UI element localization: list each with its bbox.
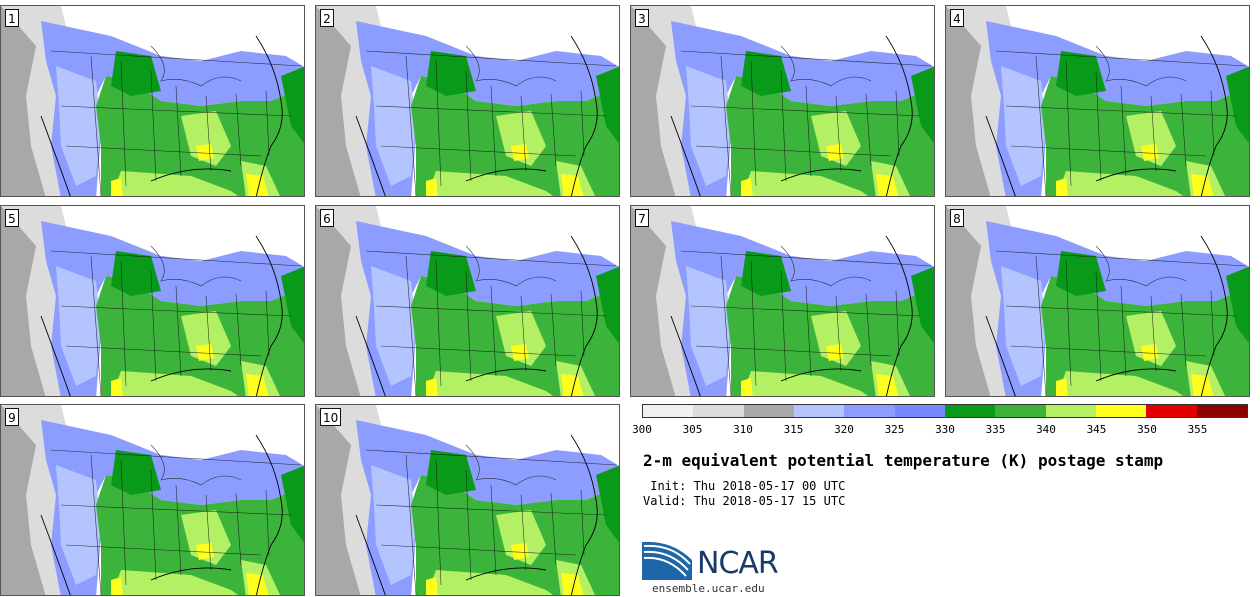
member-number-label: 5: [5, 209, 19, 227]
ensemble-member-panel-7: 7: [630, 205, 935, 397]
legend-tick-label: 340: [1036, 423, 1056, 436]
ncar-logo-icon: [642, 541, 692, 580]
color-scale-bar: [642, 404, 1248, 418]
ensemble-member-panel-8: 8: [945, 205, 1250, 397]
ensemble-member-panel-4: 4: [945, 5, 1250, 197]
legend-tick-label: 315: [783, 423, 804, 436]
member-number-label: 3: [635, 9, 649, 27]
equivalent-potential-temperature-map: [631, 6, 934, 196]
equivalent-potential-temperature-map: [1, 6, 304, 196]
legend-swatch: [894, 405, 945, 417]
ensemble-member-panel-3: 3: [630, 5, 935, 197]
init-time: Init: Thu 2018-05-17 00 UTC: [643, 479, 846, 493]
equivalent-potential-temperature-map: [631, 206, 934, 396]
legend-tick-label: 350: [1137, 423, 1157, 436]
ensemble-member-panel-9: 9: [0, 404, 305, 596]
legend-tick-label: 335: [985, 423, 1006, 436]
member-number-label: 8: [950, 209, 964, 227]
legend-swatch: [1045, 405, 1096, 417]
legend-tick-label: 325: [884, 423, 905, 436]
legend-swatch: [1095, 405, 1147, 417]
legend-swatch: [844, 405, 895, 417]
legend-swatch: [743, 405, 794, 417]
legend-tick-label: 310: [733, 423, 753, 436]
product-title: 2-m equivalent potential temperature (K)…: [643, 451, 1164, 470]
member-number-label: 2: [320, 9, 334, 27]
legend-tick-label: 305: [682, 423, 703, 436]
legend-swatch: [1196, 405, 1247, 417]
equivalent-potential-temperature-map: [1, 206, 304, 396]
equivalent-potential-temperature-map: [316, 405, 619, 595]
logo-url: ensemble.ucar.edu: [652, 582, 765, 595]
ensemble-member-panel-10: 10: [315, 404, 620, 596]
member-number-label: 4: [950, 9, 964, 27]
member-number-label: 9: [5, 408, 19, 426]
member-number-label: 1: [5, 9, 19, 27]
legend-swatch: [995, 405, 1046, 417]
equivalent-potential-temperature-map: [1, 405, 304, 595]
legend-tick-label: 355: [1187, 423, 1208, 436]
legend-tick-label: 330: [935, 423, 955, 436]
equivalent-potential-temperature-map: [946, 6, 1249, 196]
color-scale-tick-labels: 300 305 310 315 320 325 330 335 340 345 350 355: [630, 423, 1260, 439]
ensemble-member-panel-1: 1: [0, 5, 305, 197]
equivalent-potential-temperature-map: [316, 206, 619, 396]
equivalent-potential-temperature-map: [946, 206, 1249, 396]
ensemble-member-panel-5: 5: [0, 205, 305, 397]
legend-tick-label: 300: [632, 423, 652, 436]
legend-swatch: [643, 405, 694, 417]
ensemble-member-panel-6: 6: [315, 205, 620, 397]
member-number-label: 10: [320, 408, 342, 426]
legend-tick-label: 345: [1086, 423, 1107, 436]
ensemble-member-panel-2: 2: [315, 5, 620, 197]
valid-time: Valid: Thu 2018-05-17 15 UTC: [643, 494, 846, 508]
legend-tick-label: 320: [834, 423, 854, 436]
member-number-label: 6: [320, 209, 334, 227]
legend-swatch: [693, 405, 744, 417]
equivalent-potential-temperature-map: [316, 6, 619, 196]
legend-swatch: [1146, 405, 1197, 417]
member-number-label: 7: [635, 209, 649, 227]
legend-swatch: [793, 405, 845, 417]
legend-swatch: [944, 405, 996, 417]
logo-wordmark: NCAR: [697, 546, 779, 581]
